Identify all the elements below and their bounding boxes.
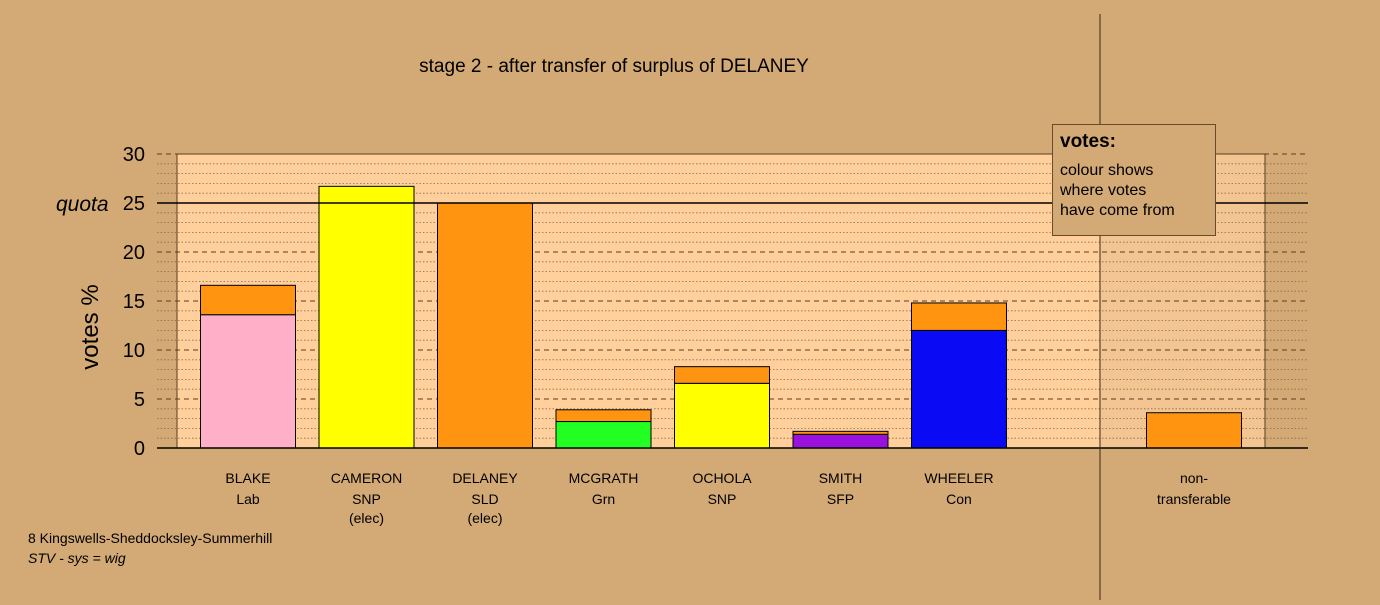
y-axis-label: votes % xyxy=(77,284,104,369)
y-tick-label: 30 xyxy=(123,144,145,166)
bar-segment-mcgrath-sld xyxy=(555,409,652,423)
y-tick-label: 25 xyxy=(123,193,145,215)
candidate-name-label: CAMERON xyxy=(331,470,403,486)
bar-segment-ochola-snp xyxy=(674,382,770,449)
candidate-party-label: SNP xyxy=(708,491,737,507)
candidate-name-label: OCHOLA xyxy=(692,470,752,486)
bar-segment-blake-lab xyxy=(200,314,296,449)
candidate-status-label: (elec) xyxy=(467,510,502,526)
constituency-label: 8 Kingswells-Sheddocksley-Summerhill xyxy=(28,530,273,546)
bar-segment-delaney-sld xyxy=(437,202,533,449)
y-tick-label: 5 xyxy=(134,389,145,411)
bar-segment-blake-sld xyxy=(200,284,296,316)
quota-label: quota xyxy=(56,193,109,216)
legend-line: colour shows xyxy=(1060,162,1154,179)
candidate-name-label: MCGRATH xyxy=(569,470,639,486)
candidate-party-label: SFP xyxy=(827,491,854,507)
candidate-name-label: BLAKE xyxy=(225,470,270,486)
candidate-party-label: Grn xyxy=(592,491,615,507)
candidate-name-label: SMITH xyxy=(819,470,863,486)
bar-segment-cameron-snp xyxy=(318,185,415,449)
candidate-party-label: Con xyxy=(946,491,972,507)
bar-segment-smith-sld xyxy=(792,430,889,435)
non-transferable-label: non- xyxy=(1180,470,1208,486)
y-tick-label: 15 xyxy=(123,291,145,313)
candidate-party-label: SLD xyxy=(471,491,498,507)
candidate-party-label: Lab xyxy=(236,491,260,507)
legend-line: where votes xyxy=(1060,182,1147,199)
legend-line: have come from xyxy=(1060,202,1175,219)
candidate-status-label: (elec) xyxy=(349,510,384,526)
candidate-name-label: DELANEY xyxy=(452,470,518,486)
non-transferable-label: transferable xyxy=(1157,491,1231,507)
y-tick-label: 20 xyxy=(123,242,145,264)
bar-non-transferable xyxy=(1146,412,1242,449)
candidate-name-label: WHEELER xyxy=(924,470,993,486)
legend-title: votes: xyxy=(1060,131,1116,152)
system-label: STV - sys = wig xyxy=(28,550,126,566)
candidate-party-label: SNP xyxy=(352,491,381,507)
y-tick-label: 10 xyxy=(123,340,145,362)
bar-segment-mcgrath-grn xyxy=(555,421,652,449)
bar-segment-ochola-sld xyxy=(674,366,770,384)
bar-segment-wheeler-con xyxy=(911,329,1007,449)
legend-box: votes: colour shows where votes have com… xyxy=(1052,124,1216,236)
y-tick-label: 0 xyxy=(134,438,145,460)
bar-segment-wheeler-sld xyxy=(911,302,1007,331)
bar-segment-smith-sfp xyxy=(792,433,889,449)
chart-title: stage 2 - after transfer of surplus of D… xyxy=(419,56,809,77)
footer: 8 Kingswells-Sheddocksley-Summerhill STV… xyxy=(28,528,272,568)
